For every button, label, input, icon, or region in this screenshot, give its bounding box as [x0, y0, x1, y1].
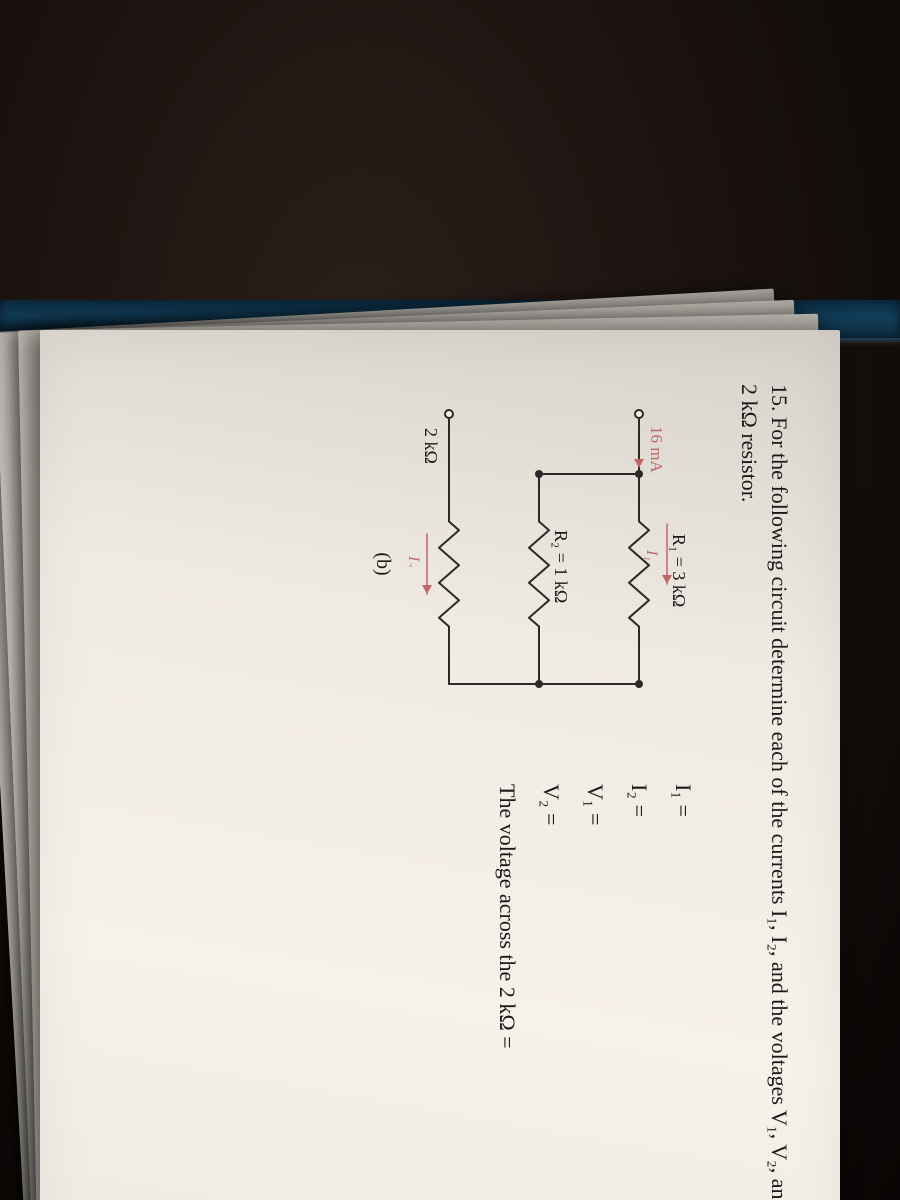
- answer-v2: V₂ =: [529, 784, 573, 1200]
- rotated-stage: 15. For the following circuit determine …: [0, 300, 900, 1200]
- circuit-diagram: 16 mA R₁ = 3 kΩ I₁ R₂ = 1 kΩ 2 kΩ I₂: [409, 384, 709, 744]
- sheet-top: 15. For the following circuit determine …: [40, 330, 840, 1200]
- answer-i1: I₁ =: [661, 784, 705, 1200]
- question-text: 15. For the following circuit determine …: [735, 384, 794, 1200]
- scene: 15. For the following circuit determine …: [0, 0, 900, 1200]
- svg-text:I₁: I₁: [643, 549, 660, 561]
- answer-v2k: The voltage across the 2 kΩ =: [485, 784, 529, 1200]
- figure-label: (b): [371, 384, 394, 744]
- content-columns: 16 mA R₁ = 3 kΩ I₁ R₂ = 1 kΩ 2 kΩ I₂ (b) I₁ =…: [371, 384, 709, 1200]
- svg-text:R₂ = 1 kΩ: R₂ = 1 kΩ: [551, 530, 571, 603]
- answer-v1: V₁ =: [573, 784, 617, 1200]
- svg-text:I₂: I₂: [409, 555, 422, 567]
- question-body: For the following circuit determine each…: [737, 384, 792, 1200]
- answers-column: I₁ = I₂ = V₁ = V₂ = The voltage across t…: [485, 784, 709, 1200]
- svg-text:16 mA: 16 mA: [647, 426, 666, 473]
- svg-text:2 kΩ: 2 kΩ: [421, 428, 441, 464]
- page-content: 15. For the following circuit determine …: [40, 330, 840, 1200]
- svg-text:R₁ = 3 kΩ: R₁ = 3 kΩ: [669, 534, 689, 607]
- circuit-column: 16 mA R₁ = 3 kΩ I₁ R₂ = 1 kΩ 2 kΩ I₂ (b): [371, 384, 709, 744]
- paper-stack: 15. For the following circuit determine …: [40, 330, 840, 1200]
- question-number: 15.: [767, 384, 792, 412]
- answer-i2: I₂ =: [617, 784, 661, 1200]
